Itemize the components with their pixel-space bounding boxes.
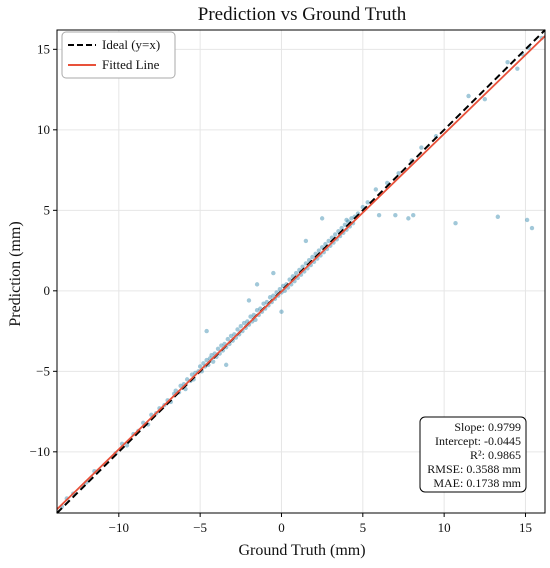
data-point — [241, 320, 247, 326]
data-point — [238, 324, 244, 329]
data-point — [293, 270, 299, 276]
data-point — [209, 353, 214, 358]
x-axis-label: Ground Truth (mm) — [238, 542, 365, 559]
y-tick-label: 15 — [37, 41, 50, 56]
data-point — [271, 293, 276, 298]
data-point — [349, 216, 354, 221]
lines-layer — [56, 29, 546, 514]
data-point — [396, 171, 401, 176]
data-point — [254, 282, 260, 287]
data-point — [271, 270, 276, 276]
data-point — [482, 97, 488, 102]
data-point — [365, 200, 370, 205]
y-axis-label: Prediction (mm) — [7, 221, 24, 326]
data-point — [228, 333, 234, 339]
x-tick-label: 0 — [278, 520, 285, 535]
data-point — [310, 254, 315, 260]
stats-rmse: RMSE: 0.3588 mm — [427, 462, 521, 476]
stats-slope: Slope: 0.9799 — [454, 420, 521, 434]
y-tick-label: 0 — [44, 283, 51, 298]
data-point — [411, 212, 416, 218]
data-point — [184, 377, 190, 382]
data-point — [316, 248, 322, 253]
y-tick-label: −5 — [36, 363, 50, 378]
data-point — [215, 346, 221, 351]
data-point — [495, 214, 501, 219]
legend-ideal-label: Ideal (y=x) — [102, 37, 160, 52]
data-point — [261, 301, 266, 306]
data-point — [393, 212, 398, 218]
x-tick-label: 15 — [519, 520, 532, 535]
data-point — [210, 359, 216, 364]
ticks-layer: −10 −5 0 5 10 15 −10 −5 0 5 10 15 — [30, 41, 532, 535]
data-point — [178, 383, 183, 389]
stats-mae: MAE: 0.1738 mm — [433, 476, 521, 490]
data-point — [254, 307, 260, 313]
data-point — [204, 357, 209, 363]
data-point — [189, 372, 195, 377]
y-tick-label: 5 — [44, 202, 51, 217]
data-point — [235, 327, 240, 332]
data-point — [303, 238, 309, 244]
data-point — [505, 60, 510, 65]
data-point — [344, 217, 349, 223]
x-tick-label: −5 — [193, 520, 207, 535]
legend: Ideal (y=x) Fitted Line — [61, 31, 176, 79]
data-point — [529, 225, 535, 231]
data-point — [277, 287, 283, 292]
x-tick-label: −10 — [109, 520, 129, 535]
stats-r2: R²: 0.9865 — [470, 448, 521, 462]
data-point — [326, 238, 331, 244]
data-point — [524, 217, 530, 223]
data-point — [279, 309, 284, 314]
data-point — [124, 443, 130, 448]
x-tick-label: 5 — [360, 520, 367, 535]
data-point — [197, 364, 203, 369]
y-tick-label: 10 — [37, 122, 50, 137]
data-point — [287, 277, 292, 282]
legend-box — [61, 31, 176, 79]
data-point — [225, 336, 230, 342]
data-point — [515, 66, 520, 71]
grid-layer — [57, 30, 545, 513]
data-point — [201, 361, 206, 366]
data-point — [319, 216, 325, 221]
legend-fitted-label: Fitted Line — [102, 57, 160, 72]
data-point — [219, 343, 224, 348]
stats-box: Slope: 0.9799 Intercept: -0.0445 R²: 0.9… — [419, 416, 527, 493]
data-point — [373, 187, 379, 192]
x-tick-label: 10 — [438, 520, 451, 535]
data-point — [204, 328, 209, 334]
data-point — [376, 212, 382, 218]
data-point — [223, 362, 229, 368]
stats-box-frame — [419, 416, 527, 493]
data-point — [453, 221, 458, 226]
data-point — [173, 388, 178, 393]
data-point — [267, 295, 273, 300]
data-point — [248, 314, 253, 319]
plot-frame — [56, 29, 546, 514]
data-point — [419, 145, 424, 150]
chart-title: Prediction vs Ground Truth — [198, 4, 407, 25]
data-point — [406, 216, 411, 221]
fitted-line — [56, 35, 546, 510]
data-point — [332, 232, 338, 237]
y-tick-label: −10 — [30, 444, 50, 459]
data-point — [246, 298, 252, 303]
stats-intercept: Intercept: -0.0445 — [435, 434, 521, 448]
data-point — [466, 93, 471, 99]
